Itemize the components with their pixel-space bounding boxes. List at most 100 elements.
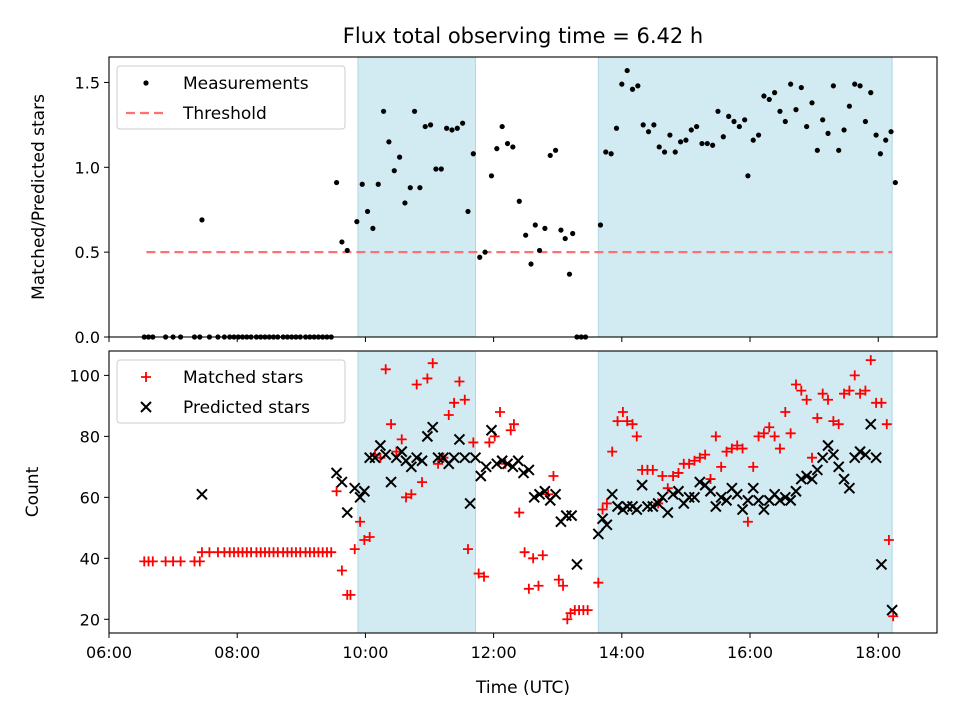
measurement-point (726, 113, 732, 119)
predicted-star-point (694, 476, 706, 488)
measurement-point (624, 67, 630, 74)
predicted-star-point (410, 451, 423, 464)
measurement-point (536, 247, 543, 254)
measurement-point (814, 147, 820, 153)
matched-star-point (828, 416, 839, 427)
axes-frame (108, 350, 938, 634)
measurement-point (883, 137, 889, 143)
measurement-point (755, 132, 762, 138)
matched-star-point (865, 355, 876, 366)
measurement-point (809, 100, 815, 106)
predicted-star-point (475, 470, 487, 482)
matched-star-point (558, 580, 569, 591)
predicted-star-point (571, 558, 583, 571)
matched-star-point (753, 431, 764, 442)
measurement-point (793, 107, 799, 113)
predicted-star-point (611, 500, 624, 513)
matched-star-point (631, 431, 642, 442)
y-tick-label: 0.5 (75, 243, 100, 262)
measurement-point (608, 151, 614, 157)
predicted-star-point (427, 421, 439, 433)
matched-star-point (523, 583, 534, 594)
predicted-star-point (464, 497, 476, 510)
matched-star-point (801, 394, 812, 405)
matched-star-point (726, 443, 737, 454)
measurement-point (566, 271, 573, 277)
legend-label: Measurements (183, 74, 309, 94)
matched-star-point (684, 458, 695, 469)
matched-star-point (401, 492, 412, 503)
measurement-point (699, 140, 705, 147)
measurement-point (391, 168, 397, 174)
x-tick-label: 18:00 (855, 643, 901, 662)
matched-star-point (662, 483, 673, 494)
matched-star-point (562, 614, 573, 625)
predicted-star-point (811, 464, 824, 476)
measurement-point (672, 149, 678, 155)
predicted-star-point (800, 470, 813, 482)
predicted-star-point (795, 473, 808, 485)
matched-star-point (694, 452, 705, 463)
matched-star-point (427, 358, 438, 369)
measurement-point (651, 122, 657, 128)
measurement-point (386, 139, 392, 145)
shaded-interval (357, 350, 476, 634)
matched-star-point (617, 406, 628, 417)
predicted-star-point (758, 503, 770, 516)
predicted-star-point (747, 482, 759, 494)
shaded-interval (597, 56, 893, 338)
x-tick-label: 12:00 (471, 643, 517, 662)
predicted-star-point (485, 424, 498, 436)
matched-star-point (548, 470, 559, 481)
measurement-point (820, 117, 826, 123)
predicted-star-point (496, 455, 508, 467)
y-tick-label: 100 (69, 366, 100, 385)
matched-star-point (449, 397, 460, 408)
measurement-point (710, 142, 716, 148)
matched-star-point (710, 431, 721, 442)
y-tick-label: 40 (80, 549, 100, 568)
predicted-star-point (838, 473, 850, 485)
x-tick-label: 14:00 (599, 643, 645, 662)
y-tick-label: 80 (80, 427, 100, 446)
matched-star-point (817, 388, 828, 399)
measurement-point (542, 225, 548, 231)
matched-star-point (345, 589, 356, 600)
predicted-star-point (606, 488, 618, 500)
matched-star-point (796, 385, 807, 396)
predicted-star-point (358, 485, 371, 497)
predicted-star-point (523, 464, 535, 476)
predicted-star-point (731, 488, 743, 500)
matched-star-point (422, 373, 433, 384)
predicted-star-point (875, 558, 888, 571)
predicted-star-point (501, 458, 514, 470)
measurement-point (552, 147, 559, 153)
predicted-star-point (592, 528, 605, 540)
measurement-point (688, 127, 694, 133)
y-tick-label: 60 (80, 488, 100, 507)
measurement-point (364, 208, 371, 215)
matched-star-point (396, 434, 407, 445)
measurement-point (444, 125, 450, 131)
legend-marker-plus (141, 372, 151, 382)
measurement-point (852, 81, 858, 87)
x-axis-label: Time (UTC) (475, 678, 570, 698)
predicted-star-point (369, 451, 381, 464)
measurement-point (402, 200, 408, 206)
predicted-star-point (421, 430, 434, 443)
measurement-point (510, 144, 516, 150)
matched-star-point (380, 364, 391, 375)
measurement-point (375, 181, 381, 187)
measurement-point (397, 154, 403, 160)
measurement-point (745, 173, 751, 179)
matched-star-point (406, 489, 417, 500)
measurement-point (597, 222, 604, 228)
matched-star-point (764, 422, 775, 433)
measurement-point (788, 81, 794, 87)
matched-star-point (689, 455, 700, 466)
measurement-point (798, 84, 804, 91)
measurement-point (354, 219, 360, 225)
measurement-point (836, 147, 842, 153)
matched-star-point (462, 544, 473, 555)
measurement-point (841, 127, 847, 133)
